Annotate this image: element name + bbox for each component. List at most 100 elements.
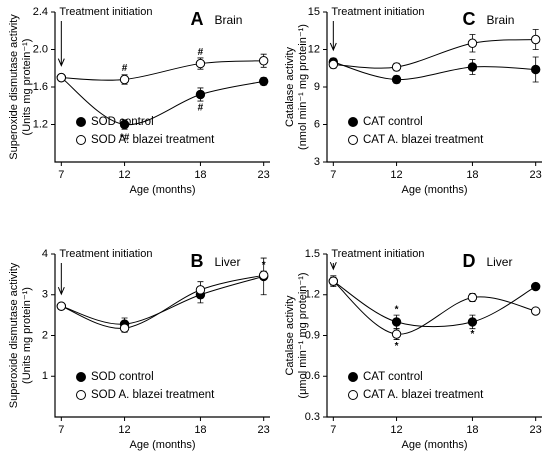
y-axis-label: Superoxide dismutase activity [8, 262, 20, 408]
point [56, 72, 67, 83]
legend-label: CAT A. blazei treatment [363, 389, 484, 401]
point [391, 317, 402, 327]
treatment-arrow [57, 263, 65, 296]
y-tick-label: 12 [308, 43, 320, 55]
annotation: # [122, 63, 128, 74]
legend-marker [348, 372, 358, 382]
treatment-label: Treatment initiation [331, 6, 424, 18]
point [119, 323, 130, 333]
point [467, 38, 478, 48]
y-axis-label: (nmol min⁻¹ mg protein⁻¹) [297, 24, 309, 150]
y-axis-label: (Units mg protein⁻¹) [21, 39, 33, 136]
y-axis-label: Superoxide dismutase activity [8, 14, 20, 160]
panel-subtitle: Brain [214, 13, 242, 27]
annotation: * [470, 329, 474, 340]
legend-label: CAT control [363, 116, 423, 128]
panel-subtitle: Brain [486, 13, 514, 27]
legend-marker [76, 135, 86, 145]
series-line [333, 61, 536, 81]
point [195, 89, 206, 100]
treatment-label: Treatment initiation [331, 248, 424, 260]
panel-label: B [190, 251, 203, 271]
legend-marker [348, 390, 358, 400]
x-tick-label: 12 [390, 424, 402, 436]
panel-label: D [462, 251, 475, 271]
point [391, 329, 402, 339]
point [467, 317, 478, 327]
y-tick-label: 1.5 [305, 248, 320, 260]
axes [54, 254, 270, 418]
point [56, 301, 67, 311]
point [391, 74, 402, 85]
x-tick-label: 12 [118, 169, 130, 181]
y-tick-label: 15 [308, 6, 320, 18]
panel-subtitle: Liver [486, 255, 512, 269]
y-tick-label: 3 [314, 156, 320, 168]
legend-label: SOD A. blazei treatment [91, 389, 215, 401]
legend-label: SOD control [91, 371, 154, 383]
point [530, 306, 541, 316]
y-tick-label: 1.2 [33, 118, 48, 130]
annotation: *# [120, 132, 130, 143]
x-axis-label: Age (months) [129, 439, 195, 451]
y-tick-label: 2.0 [33, 43, 48, 55]
x-tick-label: 7 [330, 424, 336, 436]
point [119, 119, 130, 130]
point [258, 76, 269, 87]
x-tick-label: 18 [466, 424, 478, 436]
point [328, 276, 339, 286]
panel-subtitle: Liver [214, 255, 240, 269]
point [530, 34, 541, 45]
y-tick-label: 1.2 [305, 289, 320, 301]
series-line [333, 280, 536, 335]
treatment-arrow [329, 21, 337, 52]
x-tick-label: 12 [390, 169, 402, 181]
panel: 0.3 0.6 0.9 1.2 1.5 7 12 18 23 Age (months) Catala… [284, 248, 542, 451]
x-tick-label: 23 [530, 424, 542, 436]
series-line [61, 274, 264, 329]
y-axis-label: (μmol min⁻¹ mg protein⁻¹) [297, 272, 309, 398]
x-tick-label: 12 [118, 424, 130, 436]
treatment-label: Treatment initiation [59, 248, 152, 260]
x-axis-label: Age (months) [401, 439, 467, 451]
x-tick-label: 18 [466, 169, 478, 181]
point [258, 270, 269, 280]
legend-marker [76, 117, 86, 127]
x-tick-label: 23 [530, 169, 542, 181]
point [530, 281, 541, 292]
x-tick-label: 23 [258, 424, 270, 436]
x-tick-label: 18 [194, 424, 206, 436]
panel: 1.2 1.6 2.0 2.4 7 12 18 23 Age (months) Superoxid… [8, 6, 270, 196]
x-axis-label: Age (months) [401, 184, 467, 196]
y-axis-label: (Units mg protein⁻¹) [21, 287, 33, 384]
x-tick-label: 7 [330, 169, 336, 181]
annotation: # [198, 102, 204, 113]
axes [54, 12, 270, 163]
y-tick-label: 1.6 [33, 81, 48, 93]
y-tick-label: 9 [314, 81, 320, 93]
annotation: * [395, 304, 399, 315]
treatment-arrow [57, 21, 65, 67]
point [530, 64, 541, 75]
legend-label: SOD A. blazei treatment [91, 134, 215, 146]
annotation: * [395, 341, 399, 352]
x-tick-label: 23 [258, 169, 270, 181]
y-axis-label: Catalase activity [284, 46, 296, 127]
annotation: * [262, 260, 266, 271]
point [195, 285, 206, 295]
point [391, 62, 402, 72]
series-line [333, 39, 536, 69]
y-tick-label: 6 [314, 118, 320, 130]
legend-marker [76, 390, 86, 400]
y-tick-label: 2 [42, 329, 48, 341]
annotation: # [198, 47, 204, 58]
point [258, 56, 269, 66]
treatment-label: Treatment initiation [59, 6, 152, 18]
point [195, 58, 206, 69]
legend-label: SOD control [91, 116, 154, 128]
y-axis-label: Catalase activity [284, 295, 296, 376]
x-axis-label: Age (months) [129, 184, 195, 196]
legend-marker [348, 135, 358, 145]
